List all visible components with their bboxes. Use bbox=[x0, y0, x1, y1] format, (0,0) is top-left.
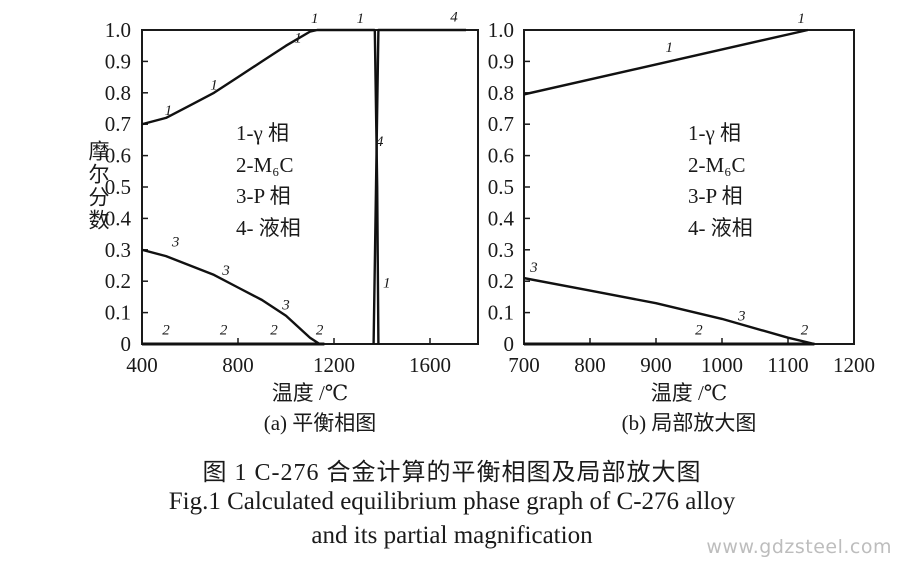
caption-english-line1: Fig.1 Calculated equilibrium phase graph… bbox=[168, 488, 736, 515]
panel-a-curve-label: 1 bbox=[294, 31, 302, 47]
panel-a-plot-frame bbox=[141, 29, 479, 345]
caption-chinese: 图 1 C-276 合金计算的平衡相图及局部放大图 bbox=[202, 460, 702, 486]
panel-b-legend-entry: 1-γ 相 bbox=[688, 121, 741, 145]
panel-a-y-tick-label: 0.3 bbox=[105, 238, 131, 262]
panel-a-y-tick-label: 0.8 bbox=[105, 81, 131, 105]
panel-a-legend-entry: 3-P 相 bbox=[236, 184, 291, 208]
panel-a-curve-label: 1 bbox=[165, 103, 173, 119]
panel-a-x-tick-label: 1600 bbox=[409, 353, 451, 377]
panel-a-y-tick-label: 0.4 bbox=[105, 206, 132, 230]
panel-b-legend-entry: 3-P 相 bbox=[688, 184, 743, 208]
panel-a-x-tick-label: 1200 bbox=[313, 353, 355, 377]
panel-b-x-tick-label: 900 bbox=[640, 353, 672, 377]
panel-a-y-tick-label: 0.9 bbox=[105, 49, 131, 73]
watermark: www.gdzsteel.com bbox=[706, 536, 892, 558]
panel-a-curve-label: 2 bbox=[316, 323, 324, 339]
panel-b-x-tick-label: 1100 bbox=[767, 353, 808, 377]
panel-b-y-tick-label: 0.9 bbox=[488, 49, 514, 73]
panel-b-legend-entry: 4- 液相 bbox=[688, 216, 753, 240]
panel-b-x-axis-label: 温度 /℃ bbox=[651, 381, 728, 405]
panel-a-x-tick-label: 400 bbox=[126, 353, 158, 377]
panel-b-panel-label: (b) 局部放大图 bbox=[622, 411, 757, 435]
panel-b-y-tick-label: 0.2 bbox=[488, 269, 514, 293]
panel-b-y-tick-label: 0.1 bbox=[488, 301, 514, 325]
panel-a-y-tick-label: 0.6 bbox=[105, 144, 131, 168]
panel-a-legend-entry: 1-γ 相 bbox=[236, 121, 289, 145]
panel-b-y-tick-label: 1.0 bbox=[488, 18, 514, 42]
panel-a-curve-label: 1 bbox=[210, 78, 218, 94]
panel-a-curve-label: 1 bbox=[357, 11, 365, 27]
panel-b-series-3-line bbox=[524, 276, 815, 346]
panel-a-y-tick-label: 0.2 bbox=[105, 269, 131, 293]
panel-a-y-tick-label: 0.7 bbox=[105, 112, 131, 136]
panel-a-y-axis-label: 摩尔分数 bbox=[86, 140, 110, 232]
panel-a-curve-label: 2 bbox=[270, 323, 278, 339]
panel-b-x-tick-label: 1000 bbox=[701, 353, 743, 377]
panel-b-x-tick-label: 1200 bbox=[833, 353, 875, 377]
panel-b-curve-label: 2 bbox=[801, 323, 809, 339]
caption-english-line2: and its partial magnification bbox=[311, 522, 593, 549]
panel-a-curve-label: 4 bbox=[450, 9, 458, 25]
panel-a-curve-label: 1 bbox=[311, 11, 319, 27]
panel-b-curve-label: 1 bbox=[665, 40, 673, 56]
panel-b-y-tick-label: 0.7 bbox=[488, 112, 514, 136]
panel-b-curve-label: 3 bbox=[529, 260, 538, 276]
panel-a-curve-label: 3 bbox=[171, 235, 180, 251]
panel-a-y-tick-label: 0 bbox=[121, 332, 132, 356]
panel-b-x-tick-label: 700 bbox=[508, 353, 540, 377]
panel-a-curve-label: 2 bbox=[162, 323, 170, 339]
panel-a-curve-label: 2 bbox=[220, 323, 228, 339]
panel-b-curve-label: 1 bbox=[797, 11, 805, 27]
panel-a-series-1-line bbox=[142, 28, 375, 126]
panel-a-panel-label: (a) 平衡相图 bbox=[264, 411, 377, 435]
panel-a-curve-label: 3 bbox=[281, 297, 290, 313]
panel-b-y-tick-label: 0.6 bbox=[488, 144, 514, 168]
panel-b-y-tick-label: 0 bbox=[504, 332, 515, 356]
panel-a-series-3-line bbox=[142, 248, 321, 346]
panel-b-y-tick-label: 0.4 bbox=[488, 206, 515, 230]
panel-b-y-tick-label: 0.5 bbox=[488, 175, 514, 199]
panel-b-y-tick-label: 0.8 bbox=[488, 81, 514, 105]
panel-b-y-tick-label: 0.3 bbox=[488, 238, 514, 262]
panel-a-curve-label: 3 bbox=[221, 263, 230, 279]
panel-a-y-tick-label: 1.0 bbox=[105, 18, 131, 42]
panel-a-legend-entry: 4- 液相 bbox=[236, 216, 301, 240]
panel-a-curve-label: 1 bbox=[383, 275, 391, 291]
panel-a-curve-label: 4 bbox=[376, 134, 384, 150]
panel-a-x-tick-label: 800 bbox=[222, 353, 254, 377]
panel-a-x-axis-label: 温度 /℃ bbox=[272, 381, 349, 405]
panel-b-series-1-line bbox=[524, 28, 809, 96]
panel-a-legend-entry: 2-M₆C bbox=[236, 153, 294, 177]
panel-a-y-tick-label: 0.1 bbox=[105, 301, 131, 325]
panel-a-y-tick-label: 0.5 bbox=[105, 175, 131, 199]
panel-b-curve-label: 2 bbox=[695, 323, 703, 339]
panel-a-series-4-line bbox=[372, 28, 466, 345]
panel-b-curve-label: 3 bbox=[737, 308, 746, 324]
panel-b-legend-entry: 2-M₆C bbox=[688, 153, 746, 177]
panel-b-x-tick-label: 800 bbox=[574, 353, 606, 377]
